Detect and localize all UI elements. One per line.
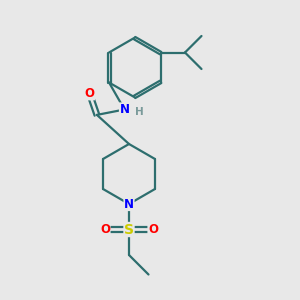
Text: N: N [119,103,130,116]
Text: O: O [100,223,110,236]
Text: S: S [124,223,134,236]
Text: N: N [124,197,134,211]
Text: O: O [84,87,94,100]
Text: O: O [148,223,158,236]
Text: H: H [135,107,144,117]
